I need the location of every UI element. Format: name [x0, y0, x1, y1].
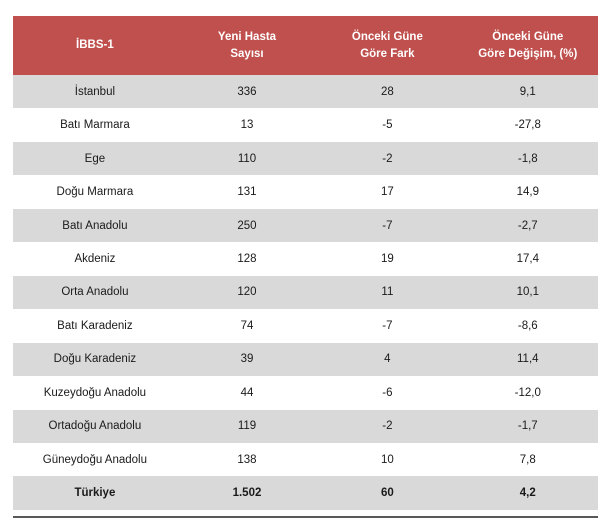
- cell-new-cases: 119: [237, 420, 257, 433]
- cell-region: Doğu Marmara: [56, 186, 134, 199]
- cell-diff: -7: [382, 219, 393, 232]
- cell-pct: 9,1: [519, 85, 536, 98]
- cell-diff: 4: [384, 353, 391, 366]
- table-row: Akdeniz 128 19 17,4: [13, 242, 598, 276]
- table-row: Doğu Karadeniz 39 4 11,4: [13, 342, 598, 377]
- table-row: Güneydoğu Anadolu 138 10 7,8: [13, 442, 598, 477]
- cell-pct: 7,8: [519, 453, 536, 466]
- header-label-pct-change: Önceki Güne Göre Değişim, (%): [478, 30, 578, 60]
- cell-region: Orta Anadolu: [61, 286, 129, 299]
- cell-diff: -2: [382, 152, 393, 165]
- cell-pct: 17,4: [516, 252, 539, 265]
- cell-pct: 10,1: [516, 286, 539, 299]
- cell-diff: 10: [380, 453, 394, 466]
- cell-pct: -8,6: [517, 319, 538, 332]
- cell-new-cases: 138: [237, 453, 257, 466]
- regions-table: İBBS-1 Yeni Hasta Sayısı Önceki Güne Gör…: [13, 16, 598, 510]
- cell-pct: -2,7: [517, 219, 538, 232]
- header-label-diff: Önceki Güne Göre Fark: [351, 30, 423, 60]
- cell-pct: 14,9: [516, 186, 539, 199]
- table-row: Doğu Marmara 131 17 14,9: [13, 175, 598, 209]
- cell-pct: -1,8: [517, 152, 538, 165]
- cell-diff: 11: [381, 286, 394, 299]
- cell-new-cases: 1.502: [232, 487, 262, 500]
- cell-diff: -7: [382, 319, 393, 332]
- cell-pct: -27,8: [514, 119, 541, 132]
- cell-new-cases: 120: [237, 286, 257, 299]
- table-body: İstanbul 336 28 9,1 Batı Marmara 13 -5 -…: [13, 75, 598, 510]
- table-bottom-rule: [13, 516, 598, 518]
- cell-new-cases: 128: [237, 252, 257, 265]
- table-row: Ege 110 -2 -1,8: [13, 141, 598, 176]
- cell-pct: 4,2: [519, 487, 536, 500]
- table-row: Batı Marmara 13 -5 -27,8: [13, 108, 598, 142]
- table-row: İstanbul 336 28 9,1: [13, 75, 598, 109]
- cell-pct: -1,7: [517, 420, 538, 433]
- cell-diff: 60: [380, 487, 394, 500]
- header-label-new-cases: Yeni Hasta Sayısı: [217, 30, 277, 60]
- cell-region: Ortadoğu Anadolu: [48, 420, 142, 433]
- cell-region: Batı Karadeniz: [57, 319, 133, 332]
- cell-diff: -5: [382, 119, 393, 132]
- header-cell-new-cases: Yeni Hasta Sayısı: [177, 16, 317, 75]
- table-row: Kuzeydoğu Anadolu 44 -6 -12,0: [13, 376, 598, 410]
- cell-region: Batı Anadolu: [62, 219, 128, 232]
- cell-diff: -6: [382, 386, 393, 399]
- cell-pct: 11,4: [517, 353, 539, 366]
- cell-new-cases: 336: [237, 85, 257, 98]
- cell-new-cases: 39: [240, 353, 254, 366]
- cell-diff: 17: [380, 186, 394, 199]
- cell-new-cases: 13: [240, 119, 254, 132]
- header-cell-region: İBBS-1: [13, 16, 177, 75]
- cell-region: İstanbul: [74, 85, 116, 98]
- header-cell-pct-change: Önceki Güne Göre Değişim, (%): [458, 16, 598, 75]
- header-label-region: İBBS-1: [76, 39, 114, 52]
- cell-new-cases: 110: [237, 152, 257, 165]
- cell-region: Güneydoğu Anadolu: [42, 453, 148, 466]
- cell-new-cases: 131: [237, 186, 257, 199]
- cell-region: Kuzeydoğu Anadolu: [43, 386, 147, 399]
- cell-diff: 28: [380, 85, 394, 98]
- cell-region: Türkiye: [74, 487, 116, 500]
- cell-new-cases: 250: [237, 219, 257, 232]
- cell-region: Doğu Karadeniz: [53, 353, 137, 366]
- header-cell-diff: Önceki Güne Göre Fark: [317, 16, 457, 75]
- table-header-row: İBBS-1 Yeni Hasta Sayısı Önceki Güne Gör…: [13, 16, 598, 75]
- cell-diff: 19: [380, 252, 394, 265]
- cell-region: Akdeniz: [74, 252, 116, 265]
- cell-new-cases: 44: [240, 386, 254, 399]
- table-row: Batı Karadeniz 74 -7 -8,6: [13, 309, 598, 343]
- table-row: Batı Anadolu 250 -7 -2,7: [13, 208, 598, 243]
- cell-region: Ege: [84, 152, 106, 165]
- cell-region: Batı Marmara: [60, 119, 130, 132]
- table-row: Ortadoğu Anadolu 119 -2 -1,7: [13, 409, 598, 443]
- table-row: Türkiye 1.502 60 4,2: [13, 476, 598, 510]
- cell-diff: -2: [382, 420, 393, 433]
- cell-new-cases: 74: [240, 319, 254, 332]
- cell-pct: -12,0: [514, 386, 541, 399]
- table-row: Orta Anadolu 120 11 10,1: [13, 275, 598, 310]
